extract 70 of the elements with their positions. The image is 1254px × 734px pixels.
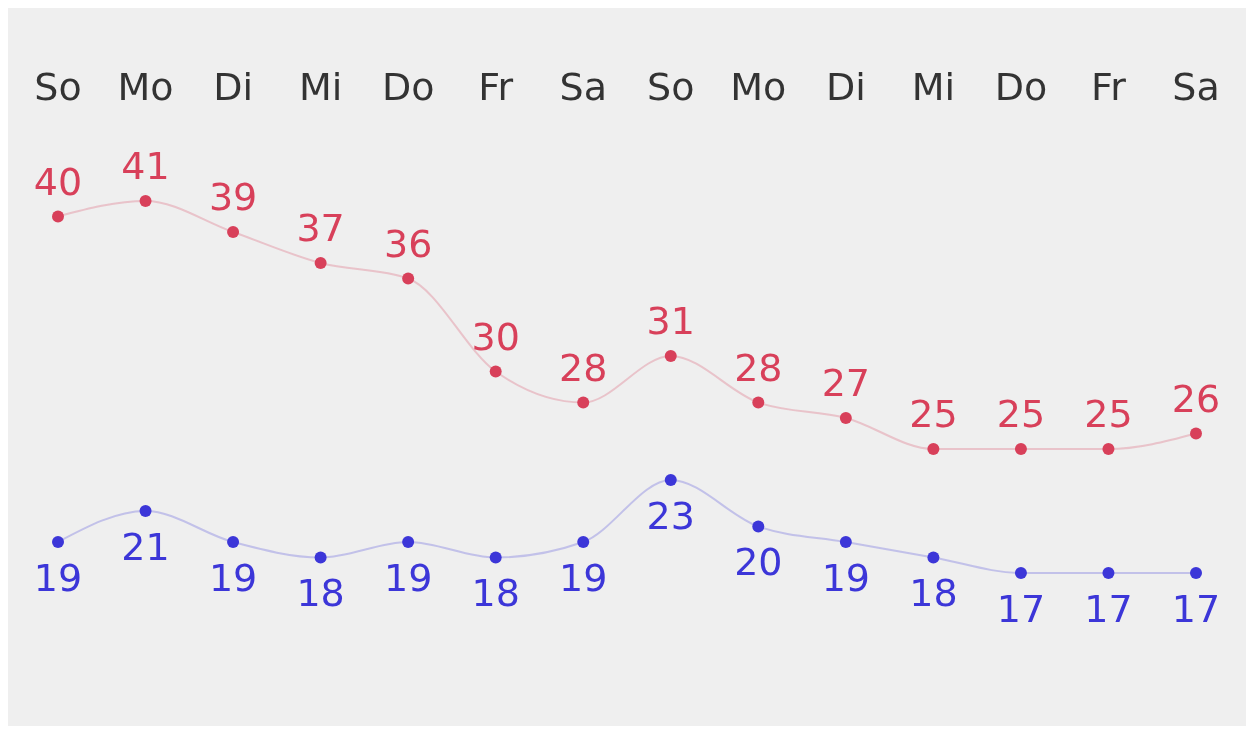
point (752, 396, 765, 409)
point (139, 195, 152, 207)
point (577, 396, 590, 409)
x-tick-label: Sa (1172, 65, 1220, 109)
data-label: 19 (383, 555, 433, 600)
point (927, 551, 940, 564)
point (402, 272, 415, 285)
point (227, 536, 240, 548)
data-label: 41 (121, 144, 170, 188)
x-tick-label: So (647, 65, 695, 109)
data-label: 25 (909, 392, 958, 436)
x-tick-label: Mi (298, 65, 343, 109)
point (1014, 443, 1027, 455)
point (314, 257, 327, 269)
data-label: 28 (734, 345, 783, 390)
data-label: 27 (821, 361, 871, 405)
point (227, 226, 240, 238)
point (577, 536, 590, 548)
point (52, 210, 64, 223)
x-tick-label: Mo (730, 65, 787, 109)
x-tick-label: Do (381, 65, 435, 109)
data-label: 17 (996, 586, 1046, 631)
x-tick-label: Di (213, 65, 253, 109)
data-label: 19 (33, 555, 83, 600)
data-label: 23 (646, 493, 695, 538)
data-label: 20 (734, 540, 783, 585)
point (1102, 443, 1115, 455)
data-label: 18 (471, 571, 520, 616)
x-tick-label: Di (825, 65, 866, 109)
data-label: 31 (646, 299, 695, 343)
point (664, 474, 677, 486)
data-label: 18 (909, 571, 958, 616)
data-label: 18 (296, 571, 345, 616)
x-tick-label: Mi (911, 65, 956, 109)
x-tick-label: Fr (1091, 65, 1127, 109)
point (1190, 427, 1202, 440)
data-label: 25 (996, 392, 1046, 436)
data-label: 17 (1171, 586, 1221, 631)
x-tick-label: Fr (478, 65, 514, 109)
data-label: 19 (821, 555, 871, 600)
point (927, 443, 940, 455)
data-label: 36 (383, 221, 433, 266)
point (1190, 567, 1202, 579)
data-label: 26 (1171, 376, 1221, 421)
point (1102, 567, 1115, 579)
data-label: 21 (121, 524, 170, 569)
point (489, 365, 502, 378)
data-label: 25 (1084, 392, 1133, 436)
point (314, 551, 327, 564)
point (839, 536, 852, 548)
x-tick-label: Do (994, 65, 1048, 109)
point (839, 412, 852, 424)
data-label: 30 (471, 314, 520, 359)
data-label: 17 (1084, 586, 1133, 631)
point (139, 505, 152, 517)
data-label: 37 (296, 206, 345, 250)
point (752, 520, 765, 533)
data-label: 28 (559, 345, 608, 390)
point (52, 536, 64, 548)
point (489, 551, 502, 564)
x-tick-label: So (34, 65, 82, 109)
data-label: 39 (208, 175, 258, 219)
x-tick-label: Sa (559, 65, 607, 109)
point (664, 350, 677, 362)
x-tick-label: Mo (117, 65, 174, 109)
point (402, 536, 415, 548)
data-label: 19 (559, 555, 608, 600)
point (1014, 567, 1027, 579)
data-label: 19 (208, 555, 258, 600)
data-label: 40 (33, 159, 83, 204)
